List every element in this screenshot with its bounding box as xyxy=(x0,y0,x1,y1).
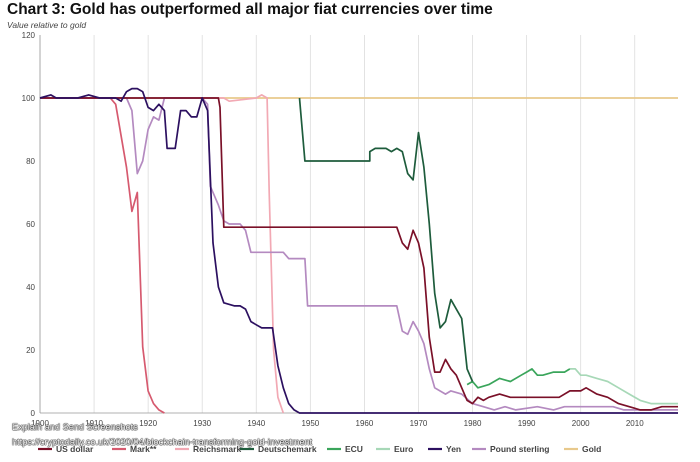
x-tick-label: 1900 xyxy=(31,419,49,428)
x-tick-label: 1950 xyxy=(301,419,319,428)
x-tick-label: 1980 xyxy=(464,419,482,428)
legend-label: Deutschemark xyxy=(258,444,317,454)
series-line-pound-sterling xyxy=(40,97,678,411)
watermark-line-2: https://cryptodaily.co.uk/2020/04/blockc… xyxy=(12,437,313,447)
gridlines xyxy=(39,35,636,413)
x-tick-label: 1940 xyxy=(247,419,265,428)
legend-label: Mark** xyxy=(130,444,157,454)
legend-label: Yen xyxy=(446,444,461,454)
y-tick-label: 40 xyxy=(26,283,35,292)
series-line-deutschemark xyxy=(298,97,474,382)
y-tick-label: 20 xyxy=(26,346,35,355)
y-tick-label: 120 xyxy=(22,31,36,40)
legend: US dollar Mark** Reichsmark Deutschemark ECU… xyxy=(38,444,601,454)
legend-label: Gold xyxy=(582,444,601,454)
chart-subtitle: Value relative to gold xyxy=(7,20,87,30)
y-tick-label: 100 xyxy=(22,94,36,103)
series-line-yen xyxy=(39,87,678,414)
series-layer xyxy=(39,87,678,414)
x-tick-label: 1960 xyxy=(356,419,374,428)
x-tick-label: 1990 xyxy=(518,419,536,428)
watermark-line-1: Explain and Send Screenshots xyxy=(12,422,138,432)
legend-label: Reichsmark xyxy=(193,444,241,454)
x-tick-label: 1910 xyxy=(85,419,103,428)
series-line-mark xyxy=(40,97,165,414)
legend-label: Euro xyxy=(394,444,413,454)
legend-label: Pound sterling xyxy=(490,444,550,454)
legend-label: US dollar xyxy=(56,444,94,454)
series-line-euro xyxy=(569,368,678,405)
axes: 1900 1910 1920 1930 1940 1950 1960 1970 1980 1990… xyxy=(22,31,678,428)
x-tick-label: 2000 xyxy=(572,419,590,428)
legend-label: ECU xyxy=(345,444,363,454)
y-tick-label: 80 xyxy=(26,157,35,166)
chart-title: Chart 3: Gold has outperformed all major… xyxy=(7,1,493,18)
x-tick-label: 1930 xyxy=(193,419,211,428)
series-line-ecu xyxy=(466,368,571,389)
x-tick-label: 1970 xyxy=(410,419,428,428)
x-tick-label: 1920 xyxy=(139,419,157,428)
series-line-us-dollar xyxy=(40,97,678,411)
series-line-reichsmark xyxy=(169,94,285,414)
y-tick-label: 0 xyxy=(31,409,36,418)
y-tick-label: 60 xyxy=(26,220,35,229)
x-tick-label: 2010 xyxy=(626,419,644,428)
